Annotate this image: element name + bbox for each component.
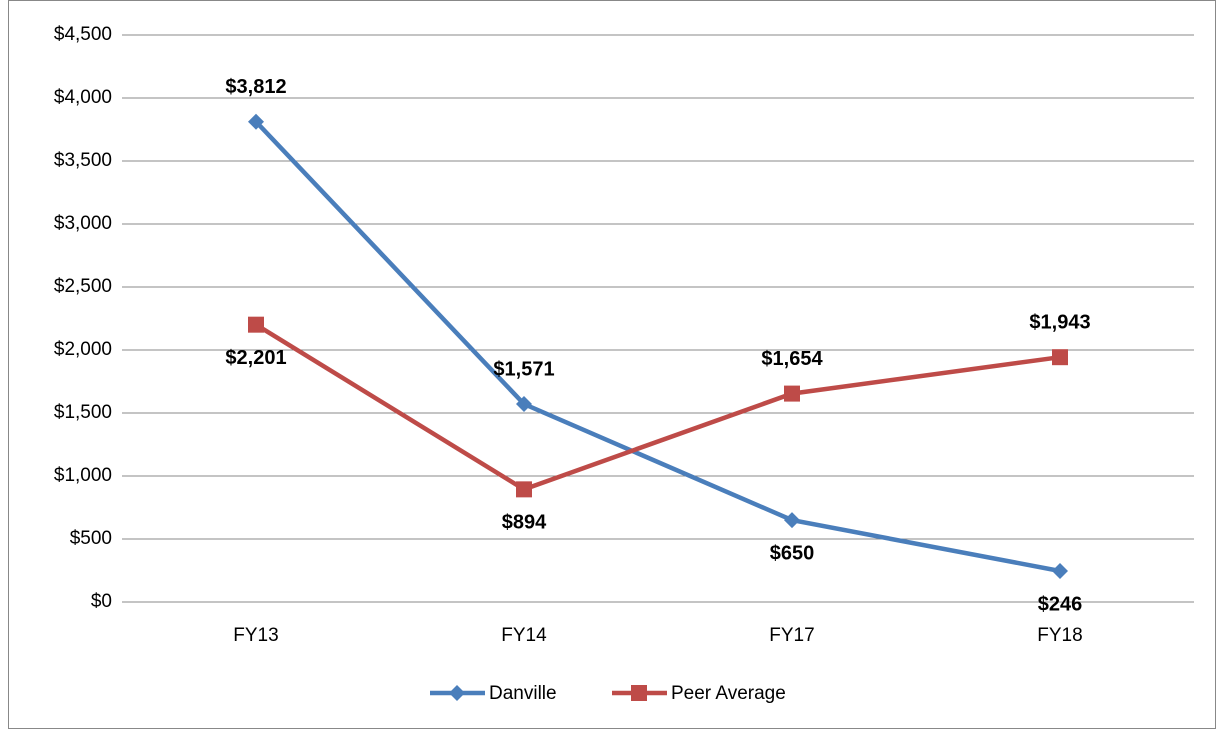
series-line <box>254 120 1061 574</box>
y-tick-label: $4,500 <box>54 24 112 45</box>
data-point <box>784 385 800 402</box>
y-tick-label: $4,000 <box>54 87 112 108</box>
data-point <box>516 396 532 413</box>
y-tick-label: $2,500 <box>54 276 112 297</box>
x-tick-label: FY14 <box>501 625 547 646</box>
data-label: $650 <box>770 542 815 564</box>
data-point <box>248 316 264 333</box>
data-label: $3,812 <box>225 76 286 98</box>
data-label: $2,201 <box>225 347 286 369</box>
y-tick-label: $3,500 <box>54 150 112 171</box>
data-label: $246 <box>1038 593 1083 615</box>
x-tick-label: FY17 <box>769 625 814 646</box>
legend-label: Peer Average <box>671 683 786 704</box>
x-tick-label: FY13 <box>233 625 278 646</box>
data-point <box>1052 563 1068 580</box>
data-point <box>784 512 800 529</box>
data-label: $1,654 <box>761 348 823 370</box>
y-tick-label: $0 <box>91 591 112 612</box>
y-tick-label: $3,000 <box>54 213 112 234</box>
legend-marker <box>631 685 647 701</box>
legend-marker <box>449 685 465 701</box>
y-tick-label: $2,000 <box>54 339 112 360</box>
chart-border <box>8 0 1216 729</box>
data-label: $1,943 <box>1029 311 1090 333</box>
x-tick-label: FY18 <box>1037 625 1082 646</box>
data-label: $1,571 <box>493 358 554 380</box>
y-tick-label: $500 <box>70 528 112 549</box>
legend-label: Danville <box>489 683 557 704</box>
data-label: $894 <box>502 512 547 534</box>
y-tick-label: $1,500 <box>54 402 112 423</box>
data-point <box>516 481 532 498</box>
data-point <box>1052 349 1068 366</box>
data-point <box>248 113 264 130</box>
series-line <box>254 322 1061 492</box>
y-tick-label: $1,000 <box>54 465 112 486</box>
